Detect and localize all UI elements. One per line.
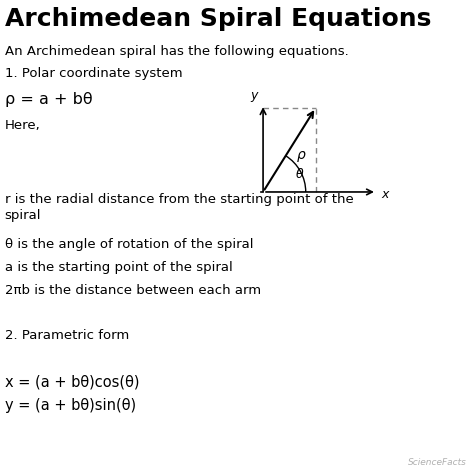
Text: x: x <box>382 188 389 201</box>
Text: Archimedean Spiral Equations: Archimedean Spiral Equations <box>5 7 431 31</box>
Text: ρ = a + bθ: ρ = a + bθ <box>5 92 92 108</box>
Text: θ is the angle of rotation of the spiral: θ is the angle of rotation of the spiral <box>5 238 253 251</box>
Text: Here,: Here, <box>5 119 40 132</box>
Text: 1. Polar coordinate system: 1. Polar coordinate system <box>5 67 182 80</box>
Text: 2πb is the distance between each arm: 2πb is the distance between each arm <box>5 284 261 297</box>
Text: ρ: ρ <box>297 147 306 162</box>
Text: x = (a + bθ)cos(θ): x = (a + bθ)cos(θ) <box>5 375 139 390</box>
Text: y: y <box>250 89 257 102</box>
Text: 2. Parametric form: 2. Parametric form <box>5 329 129 342</box>
Text: r is the radial distance from the starting point of the
spiral: r is the radial distance from the starti… <box>5 193 354 222</box>
Text: y = (a + bθ)sin(θ): y = (a + bθ)sin(θ) <box>5 398 136 413</box>
Text: ScienceFacts: ScienceFacts <box>408 458 467 467</box>
Text: An Archimedean spiral has the following equations.: An Archimedean spiral has the following … <box>5 45 348 58</box>
Text: θ: θ <box>296 168 303 182</box>
Text: a is the starting point of the spiral: a is the starting point of the spiral <box>5 261 232 274</box>
